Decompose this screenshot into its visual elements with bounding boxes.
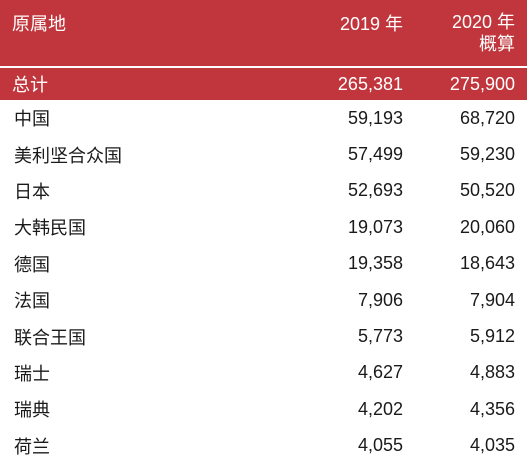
row-2020: 4,883 <box>469 362 515 383</box>
table-row: 美利坚合众国 57,499 59,230 <box>0 136 527 172</box>
table-row: 瑞典 4,202 4,356 <box>0 391 527 427</box>
row-2019: 52,693 <box>347 180 403 201</box>
header-divider <box>0 66 527 68</box>
row-2020: 7,904 <box>469 289 515 310</box>
table-row: 联合王国 5,773 5,912 <box>0 318 527 354</box>
table-row: 大韩民国 19,073 20,060 <box>0 209 527 245</box>
row-2019: 4,055 <box>357 435 403 456</box>
total-label: 总计 <box>0 68 300 100</box>
table-row: 中国 59,193 68,720 <box>0 100 527 136</box>
table-row: 法国 7,906 7,904 <box>0 282 527 318</box>
row-2020: 5,912 <box>469 326 515 347</box>
row-2020: 50,520 <box>459 180 515 201</box>
total-row: 总计 265,381 275,900 <box>0 68 527 100</box>
header-2020: 2020 年 概算 <box>413 0 527 66</box>
header-2020-estimate: 概算 <box>479 34 515 54</box>
row-2019: 19,073 <box>347 216 403 237</box>
table-header: 原属地 2019 年 2020 年 概算 <box>0 0 527 66</box>
row-2020: 4,356 <box>469 398 515 419</box>
table-row: 日本 52,693 50,520 <box>0 173 527 209</box>
row-origin: 法国 <box>14 291 50 312</box>
row-origin: 瑞典 <box>14 400 50 421</box>
row-origin: 中国 <box>14 109 50 130</box>
header-2019: 2019 年 <box>300 0 413 66</box>
row-2020: 20,060 <box>459 216 515 237</box>
header-origin: 原属地 <box>0 0 300 66</box>
row-2019: 59,193 <box>347 107 403 128</box>
row-2019: 4,627 <box>357 362 403 383</box>
row-2020: 18,643 <box>459 253 515 274</box>
total-2019: 265,381 <box>300 68 413 100</box>
table-row: 荷兰 4,055 4,035 <box>0 428 527 464</box>
row-origin: 大韩民国 <box>14 218 86 239</box>
row-origin: 日本 <box>14 181 50 202</box>
row-2019: 5,773 <box>357 326 403 347</box>
row-2019: 57,499 <box>347 144 403 165</box>
table-row: 德国 19,358 18,643 <box>0 246 527 282</box>
row-origin: 美利坚合众国 <box>14 145 122 166</box>
row-origin: 荷兰 <box>14 436 50 457</box>
row-2019: 7,906 <box>357 289 403 310</box>
row-2019: 4,202 <box>357 398 403 419</box>
table-row: 瑞士 4,627 4,883 <box>0 355 527 391</box>
header-2020-year: 2020 年 <box>451 12 515 32</box>
row-2019: 19,358 <box>347 253 403 274</box>
row-origin: 联合王国 <box>14 327 86 348</box>
row-origin: 德国 <box>14 254 50 275</box>
row-2020: 4,035 <box>469 435 515 456</box>
row-origin: 瑞士 <box>14 363 50 384</box>
row-2020: 59,230 <box>459 144 515 165</box>
total-2020: 275,900 <box>413 68 527 100</box>
row-2020: 68,720 <box>459 107 515 128</box>
